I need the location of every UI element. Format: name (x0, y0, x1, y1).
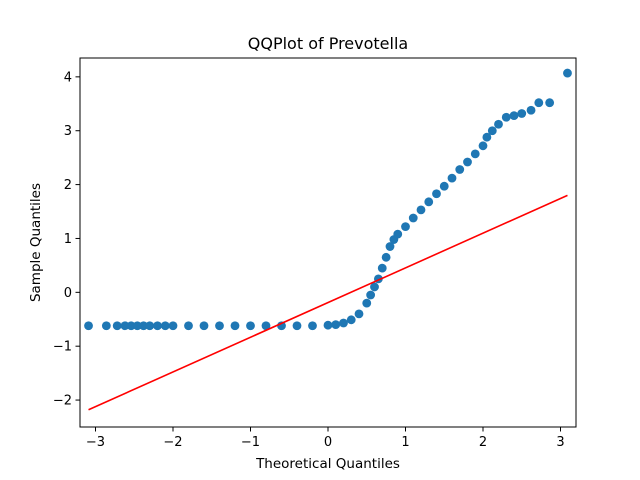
data-point (377, 263, 387, 273)
data-point (199, 321, 209, 331)
data-point (139, 321, 148, 331)
data-point (370, 282, 379, 292)
data-point (184, 321, 193, 331)
data-point (331, 320, 341, 330)
data-point (534, 98, 544, 108)
data-point (432, 189, 441, 199)
data-point (517, 109, 527, 118)
x-tick-label: −2 (163, 435, 182, 450)
data-point (160, 321, 170, 331)
data-point (401, 222, 410, 232)
data-point (261, 321, 271, 331)
data-point (101, 321, 111, 331)
data-point (470, 149, 480, 159)
data-point (385, 242, 395, 251)
x-axis-label: Theoretical Quantiles (255, 456, 400, 472)
data-point (153, 321, 162, 331)
data-point (408, 213, 418, 223)
data-point (354, 309, 364, 319)
data-point (339, 318, 348, 328)
data-point (120, 321, 130, 331)
data-point (482, 132, 492, 142)
data-point (346, 315, 356, 325)
data-point (478, 141, 488, 151)
data-point (526, 105, 536, 115)
x-tick-label: 1 (401, 435, 409, 450)
data-point (416, 205, 426, 215)
data-point (487, 126, 497, 136)
data-point (215, 321, 224, 331)
data-point (424, 197, 434, 207)
data-point (455, 165, 465, 174)
x-tick-label: 2 (479, 435, 487, 450)
data-point (84, 321, 93, 331)
data-point (362, 298, 372, 308)
axes-frame (79, 57, 577, 428)
data-point (145, 321, 155, 331)
y-tick-label: 4 (64, 70, 72, 85)
data-point (545, 98, 555, 108)
axis-ticks: −3 −2 −1 0 1 2 3 −2 −1 0 1 2 3 4 (53, 70, 565, 450)
data-point (308, 321, 317, 331)
x-tick-label: −3 (86, 435, 105, 450)
data-point (292, 321, 302, 331)
data-point (501, 112, 511, 122)
y-tick-label: 3 (64, 124, 72, 139)
x-tick-label: 0 (324, 435, 332, 450)
y-tick-label: −1 (53, 340, 72, 355)
data-point (132, 321, 142, 331)
y-tick-label: 1 (64, 232, 72, 247)
plot-area (84, 68, 572, 411)
data-point (126, 321, 136, 331)
y-axis-label: Sample Quantiles (28, 183, 44, 302)
x-tick-label: 3 (556, 435, 564, 450)
data-point (447, 173, 457, 183)
y-tick-label: 0 (64, 286, 72, 301)
data-point (323, 320, 333, 330)
data-point (381, 252, 391, 262)
data-point (563, 68, 572, 78)
data-point (230, 321, 240, 331)
data-point (463, 157, 472, 167)
data-point (494, 119, 503, 129)
data-point (168, 321, 178, 331)
data-point (112, 321, 122, 331)
y-tick-label: −2 (53, 394, 72, 409)
data-point (439, 181, 449, 191)
data-point (246, 321, 255, 331)
data-point (509, 111, 519, 121)
x-tick-label: −1 (241, 435, 260, 450)
data-point (366, 290, 376, 300)
reference-line (88, 194, 568, 411)
chart-title: QQPlot of Prevotella (248, 34, 408, 53)
data-point (393, 229, 403, 239)
y-tick-label: 2 (64, 178, 72, 193)
